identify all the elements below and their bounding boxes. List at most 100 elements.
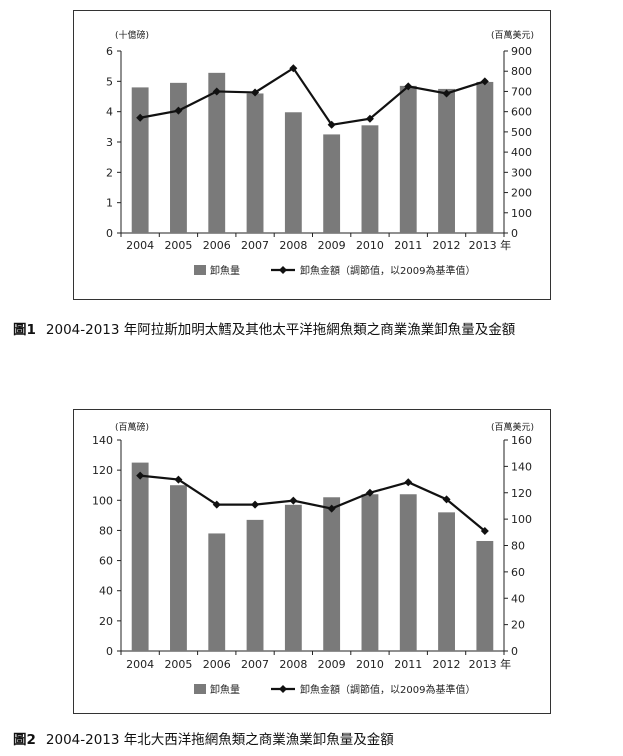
bar xyxy=(284,112,302,233)
bar xyxy=(438,512,455,651)
x-tick-label: 2009 xyxy=(318,239,346,252)
value-point xyxy=(404,82,413,91)
legend-line-marker xyxy=(279,266,287,274)
x-tick-label: 2007 xyxy=(241,658,269,671)
chart-1: 0 1 2 3 4 5 6 0 100 200 300 400 500 600 700 800 900 (十億磅)… xyxy=(106,29,534,277)
bar xyxy=(323,134,341,233)
x-tick-label: 2008 xyxy=(279,658,307,671)
bar xyxy=(399,494,417,651)
value-point xyxy=(365,488,374,497)
value-point xyxy=(327,504,336,513)
x-tick-label: 2006 xyxy=(203,658,231,671)
right-tick-label: 120 xyxy=(511,487,532,500)
right-tick-label: 400 xyxy=(511,146,532,159)
right-tick-label: 0 xyxy=(511,645,518,658)
right-tick-label: 140 xyxy=(511,460,532,473)
bar xyxy=(476,81,494,233)
right-tick-label: 100 xyxy=(511,513,532,526)
x-tick-label: 2012 xyxy=(433,239,461,252)
left-tick-label: 120 xyxy=(92,464,113,477)
bar xyxy=(323,497,341,651)
x-tick-label: 2007 xyxy=(241,239,269,252)
bar xyxy=(361,125,379,233)
x-tick-label: 2013 年 xyxy=(469,657,512,671)
left-tick-label: 5 xyxy=(106,75,113,88)
x-tick-label: 2006 xyxy=(203,239,231,252)
x-tick-label: 2005 xyxy=(164,239,192,252)
left-tick-label: 4 xyxy=(106,106,113,119)
x-tick-label: 2010 xyxy=(356,239,384,252)
right-tick-label: 600 xyxy=(511,106,532,119)
legend-bar-swatch xyxy=(194,684,206,694)
value-point xyxy=(404,478,413,487)
x-tick-label: 2008 xyxy=(279,239,307,252)
value-line xyxy=(139,66,486,127)
bar xyxy=(131,462,149,651)
value-point xyxy=(251,500,260,509)
value-point xyxy=(289,64,298,73)
bar xyxy=(438,88,455,234)
left-tick-label: 40 xyxy=(99,585,113,598)
right-tick-label: 0 xyxy=(511,227,518,240)
legend-bar-label: 卸魚量 xyxy=(210,264,240,277)
right-tick-label: 40 xyxy=(511,592,525,605)
left-tick-label: 3 xyxy=(106,136,113,149)
legend-line-label: 卸魚金額（調節值，以2009為基準值） xyxy=(300,264,475,277)
left-unit-label: (百萬磅) xyxy=(115,421,149,433)
left-tick-label: 20 xyxy=(99,615,113,628)
right-tick-label: 800 xyxy=(511,65,532,78)
figure-1-number: 圖1 xyxy=(13,322,36,338)
bar xyxy=(399,85,417,233)
bar xyxy=(476,540,494,651)
x-tick-label: 2012 xyxy=(433,658,461,671)
left-tick-label: 1 xyxy=(106,197,113,210)
left-tick-label: 6 xyxy=(106,45,113,58)
legend-bar-label: 卸魚量 xyxy=(210,683,240,696)
right-tick-label: 900 xyxy=(511,45,532,58)
value-point xyxy=(365,114,374,123)
value-point xyxy=(442,495,451,504)
value-point xyxy=(136,113,145,122)
right-tick-label: 160 xyxy=(511,434,532,447)
x-tick-label: 2011 xyxy=(394,239,422,252)
right-unit-label: (百萬美元) xyxy=(491,421,534,433)
figure-1-caption: 圖1 2004-2013 年阿拉斯加明太鱈及其他太平洋拖網魚類之商業漁業卸魚量及金… xyxy=(13,318,515,338)
value-point xyxy=(480,77,489,86)
x-tick-label: 2010 xyxy=(356,658,384,671)
right-tick-label: 200 xyxy=(511,187,532,200)
value-point xyxy=(442,89,451,98)
figure-2-number: 圖2 xyxy=(13,732,36,748)
bar xyxy=(208,72,226,233)
right-tick-label: 500 xyxy=(511,126,532,139)
value-point xyxy=(212,87,221,96)
left-tick-label: 100 xyxy=(92,494,113,507)
right-tick-label: 100 xyxy=(511,207,532,220)
figure-2-caption: 圖2 2004-2013 年北大西洋拖網魚類之商業漁業卸魚量及金額 xyxy=(13,728,394,748)
bar xyxy=(246,93,264,233)
value-point xyxy=(327,120,336,129)
bar xyxy=(284,504,302,651)
left-tick-label: 80 xyxy=(99,524,113,537)
x-tick-label: 2009 xyxy=(318,658,346,671)
left-tick-label: 140 xyxy=(92,434,113,447)
legend-line-label: 卸魚金額（調節值，以2009為基準值） xyxy=(300,683,475,696)
x-tick-label: 2005 xyxy=(164,658,192,671)
right-tick-label: 300 xyxy=(511,166,532,179)
figure-2-caption-text: 2004-2013 年北大西洋拖網魚類之商業漁業卸魚量及金額 xyxy=(45,732,394,748)
chart-2: 020406080100120140020406080100120140160(… xyxy=(92,421,534,696)
legend-bar-swatch xyxy=(194,265,206,275)
value-point xyxy=(212,500,221,509)
chart-2-frame: 0 20 40 60 80 100 120 140 0 20 40 60 80 100 120 140 160(… xyxy=(73,409,551,714)
value-point xyxy=(480,526,489,535)
bar xyxy=(246,519,264,651)
left-unit-label: (十億磅) xyxy=(115,29,149,41)
x-tick-label: 2011 xyxy=(394,658,422,671)
left-tick-label: 0 xyxy=(106,227,113,240)
right-tick-label: 80 xyxy=(511,540,525,553)
bar xyxy=(208,533,226,651)
figure-1-caption-text: 2004-2013 年阿拉斯加明太鱈及其他太平洋拖網魚類之商業漁業卸魚量及金額 xyxy=(45,322,516,338)
left-tick-label: 0 xyxy=(106,645,113,658)
legend-line-marker xyxy=(279,685,287,693)
right-unit-label: (百萬美元) xyxy=(491,29,534,41)
value-point xyxy=(289,496,298,505)
